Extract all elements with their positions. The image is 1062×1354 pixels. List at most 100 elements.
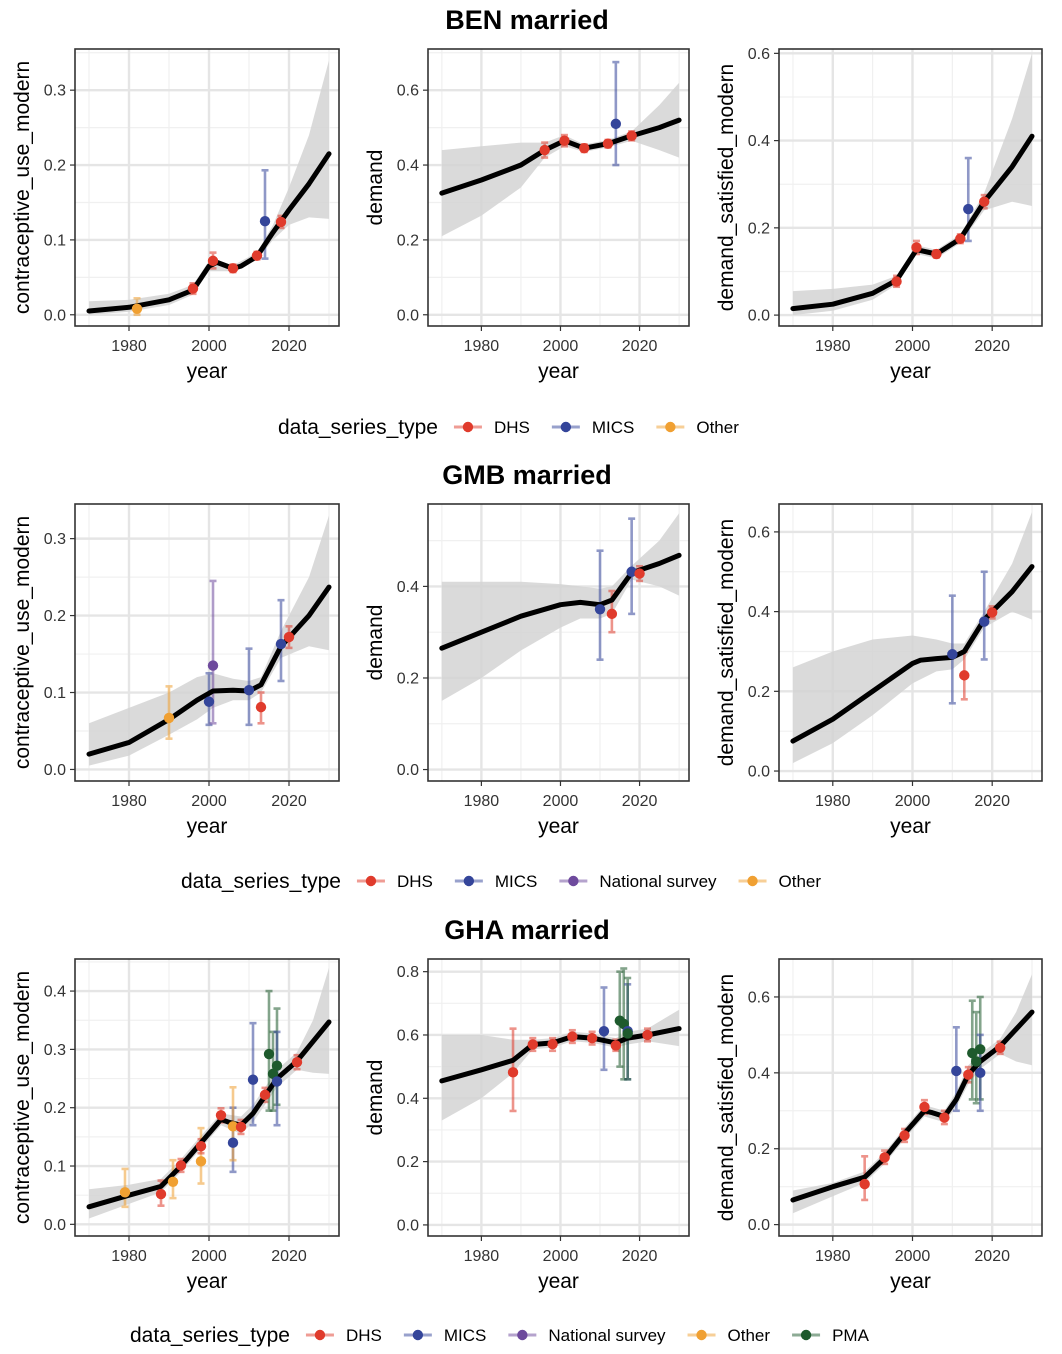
data-point bbox=[567, 1031, 578, 1042]
grid bbox=[779, 49, 1042, 326]
error-bar bbox=[197, 1126, 205, 1185]
x-axis-label: year bbox=[538, 1270, 579, 1293]
grid bbox=[779, 959, 1042, 1236]
y-axis-label: demand_satisfied_modern bbox=[715, 519, 738, 767]
data-point bbox=[579, 142, 590, 154]
legend-label: DHS bbox=[494, 418, 530, 437]
x-tick-label: 1980 bbox=[111, 1248, 147, 1265]
y-tick-label: 0.2 bbox=[397, 232, 419, 249]
y-tick-label: 0.8 bbox=[397, 964, 419, 981]
y-tick-label: 0.2 bbox=[397, 670, 419, 687]
legend: data_series_type DHS MICS Other bbox=[278, 416, 739, 439]
section-title: GMB married bbox=[442, 460, 612, 490]
error-bar bbox=[980, 570, 988, 661]
x-tick-label: 2000 bbox=[543, 338, 579, 355]
x-tick-label: 2000 bbox=[191, 338, 227, 355]
data-point bbox=[215, 1110, 227, 1121]
data-point bbox=[259, 215, 271, 227]
x-tick-label: 2000 bbox=[543, 1248, 579, 1265]
y-tick-label: 0.2 bbox=[397, 1154, 419, 1171]
y-tick-label: 0.0 bbox=[397, 762, 419, 779]
data-point bbox=[939, 1112, 950, 1123]
x-tick-label: 1980 bbox=[815, 1248, 851, 1265]
y-tick-label: 0.6 bbox=[748, 46, 770, 63]
y-tick-label: 0.0 bbox=[397, 307, 419, 324]
x-tick-label: 2020 bbox=[622, 1248, 658, 1265]
x-axis-label: year bbox=[890, 815, 931, 838]
legend-label: MICS bbox=[444, 1326, 487, 1345]
y-tick-label: 0.6 bbox=[748, 989, 770, 1006]
error-bar bbox=[249, 1021, 257, 1127]
y-tick-label: 0.1 bbox=[44, 232, 66, 249]
y-tick-label: 0.4 bbox=[397, 158, 419, 175]
x-tick-label: 2020 bbox=[974, 1248, 1010, 1265]
data-point bbox=[547, 1038, 558, 1050]
y-tick-label: 0.4 bbox=[397, 579, 419, 596]
data-point bbox=[911, 242, 922, 253]
data-point bbox=[155, 1188, 167, 1200]
data-point bbox=[606, 608, 618, 620]
x-tick-label: 1980 bbox=[815, 338, 851, 355]
data-point bbox=[227, 263, 239, 274]
uncertainty-ribbon bbox=[792, 974, 1032, 1214]
legend-key bbox=[453, 421, 482, 433]
y-tick-label: 0.0 bbox=[44, 762, 66, 779]
panel-demand: 1980 2000 2020 0.0 0.2 0.4 0.6 0.8 year demand bbox=[364, 958, 690, 1293]
data-point bbox=[227, 1121, 239, 1132]
data-point bbox=[243, 685, 255, 696]
x-axis-label: year bbox=[187, 1270, 228, 1293]
section-gmb: GMB married 1980 2000 2020 0.0 0.1 0.2 0.3 year… bbox=[11, 460, 1043, 893]
data-point bbox=[119, 1187, 131, 1198]
y-tick-label: 0.4 bbox=[748, 1065, 770, 1082]
legend-label: MICS bbox=[592, 418, 635, 437]
y-tick-label: 0.3 bbox=[44, 1042, 66, 1059]
y-tick-label: 0.0 bbox=[748, 764, 770, 781]
x-tick-label: 2000 bbox=[191, 1248, 227, 1265]
data-point bbox=[622, 1028, 633, 1039]
panel-contraceptive-use-modern: 1980 2000 2020 0.0 0.1 0.2 0.3 year contraceptiv… bbox=[11, 48, 340, 383]
data-point bbox=[539, 144, 550, 156]
y-tick-label: 0.0 bbox=[44, 1217, 66, 1234]
data-point bbox=[203, 696, 215, 707]
x-axis-label: year bbox=[890, 360, 931, 383]
legend-key bbox=[792, 1329, 821, 1341]
legend-key bbox=[559, 875, 588, 887]
legend-key bbox=[687, 1329, 716, 1341]
legend-label: DHS bbox=[346, 1326, 382, 1345]
data-point bbox=[971, 1056, 982, 1067]
y-tick-label: 0.4 bbox=[748, 133, 770, 150]
data-point bbox=[195, 1156, 207, 1167]
data-point bbox=[163, 712, 175, 724]
legend-label: National survey bbox=[599, 872, 717, 891]
section-title: GHA married bbox=[444, 915, 610, 945]
legend-key bbox=[656, 421, 685, 433]
legend-key bbox=[403, 1329, 432, 1341]
data-point bbox=[207, 255, 219, 267]
legend-label: Other bbox=[696, 418, 739, 437]
x-tick-label: 2020 bbox=[622, 793, 658, 810]
data-point bbox=[507, 1067, 519, 1078]
data-point bbox=[879, 1152, 890, 1163]
data-point bbox=[187, 283, 199, 294]
x-tick-label: 2000 bbox=[191, 793, 227, 810]
data-point bbox=[919, 1101, 930, 1113]
x-tick-label: 2000 bbox=[895, 1248, 931, 1265]
y-tick-label: 0.2 bbox=[748, 220, 770, 237]
legend-label: Other bbox=[728, 1326, 771, 1345]
y-tick-label: 0.2 bbox=[748, 684, 770, 701]
data-point bbox=[167, 1176, 179, 1187]
x-tick-label: 2020 bbox=[271, 338, 307, 355]
data-point bbox=[979, 616, 990, 627]
y-axis-label: contraceptive_use_modern bbox=[11, 61, 34, 314]
y-tick-label: 0.1 bbox=[44, 685, 66, 702]
panel-demand: 1980 2000 2020 0.0 0.2 0.4 0.6 year demand bbox=[364, 48, 690, 383]
data-point bbox=[931, 248, 942, 260]
data-point bbox=[610, 118, 622, 130]
data-point bbox=[975, 1044, 986, 1055]
data-point bbox=[275, 638, 287, 650]
data-point bbox=[227, 1137, 239, 1148]
legend-label: National survey bbox=[548, 1326, 666, 1345]
data-point bbox=[947, 649, 958, 660]
legend-label: DHS bbox=[397, 872, 433, 891]
panel-border bbox=[427, 48, 690, 327]
